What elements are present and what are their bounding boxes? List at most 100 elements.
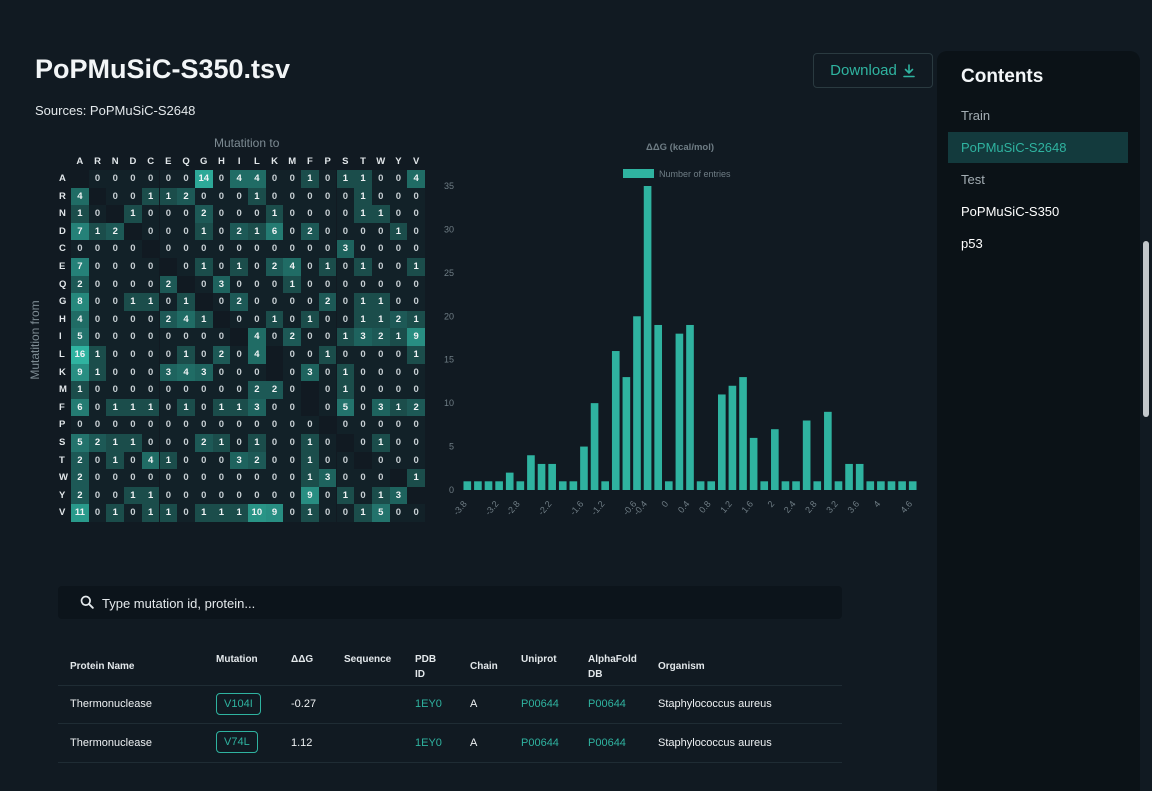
heatmap-cell: 1 — [265, 205, 284, 223]
heatmap-row-label: Q — [59, 278, 67, 290]
heatmap-cell: 0 — [159, 486, 178, 505]
heatmap-cell: 1 — [141, 504, 160, 522]
table-divider — [58, 762, 842, 763]
cell-protein: Thermonuclease — [70, 698, 152, 710]
heatmap-cell: 0 — [106, 469, 125, 487]
sidebar-item-p53[interactable]: p53 — [961, 236, 983, 251]
uniprot-link[interactable]: P00644 — [521, 698, 559, 710]
heatmap-cell: 0 — [106, 240, 125, 258]
heatmap-cell: 0 — [159, 434, 178, 452]
heatmap-cell: 0 — [194, 381, 213, 399]
col-header-uniprot[interactable]: Uniprot — [521, 654, 557, 665]
heatmap-cell: 0 — [248, 310, 266, 329]
heatmap-cell: 1 — [194, 310, 213, 329]
histogram-bar — [463, 481, 472, 490]
heatmap-cell: 1 — [141, 486, 160, 505]
y-tick-label: 0 — [449, 485, 454, 495]
heatmap-cell: 1 — [159, 504, 178, 522]
heatmap-cell: 1 — [159, 187, 178, 206]
x-tick-label: 4.6 — [899, 499, 915, 515]
heatmap-cell: 0 — [371, 346, 390, 364]
heatmap-cell: 9 — [71, 363, 89, 382]
cell-organism: Staphylococcus aureus — [658, 698, 772, 710]
histogram-bar — [866, 481, 875, 490]
heatmap-cell: 3 — [318, 469, 337, 487]
heatmap-cell: 1 — [301, 504, 319, 522]
heatmap-cell: 0 — [407, 434, 425, 452]
heatmap-row-label: I — [59, 331, 62, 343]
heatmap-cell: 0 — [265, 275, 284, 294]
heatmap-cell: 8 — [71, 293, 89, 311]
pdb-link[interactable]: 1EY0 — [415, 737, 442, 749]
col-header-pdb[interactable]: PDB ID — [415, 654, 437, 680]
heatmap-cell: 0 — [389, 451, 408, 470]
heatmap-cell: 0 — [265, 434, 284, 452]
histogram-bar — [548, 463, 556, 490]
sidebar-item-popmusic-s2648[interactable]: PoPMuSiC-S2648 — [948, 132, 1128, 163]
download-icon — [903, 63, 915, 77]
pdb-link[interactable]: 1EY0 — [415, 698, 442, 710]
col-header-alphafold[interactable]: AlphaFold DB — [588, 654, 637, 680]
heatmap-row-label: L — [59, 349, 65, 360]
heatmap-cell: 0 — [194, 451, 213, 470]
x-tick-label: 2.8 — [803, 499, 819, 515]
histogram-bar — [516, 481, 525, 490]
heatmap-cell: 1 — [371, 293, 390, 311]
heatmap-cell: 9 — [407, 328, 425, 346]
heatmap-cell: 0 — [265, 187, 284, 206]
heatmap-cell: 1 — [354, 310, 372, 329]
heatmap-cell: 0 — [283, 346, 302, 364]
col-header-protein[interactable]: Protein Name — [70, 661, 135, 672]
heatmap-cell: 2 — [159, 310, 178, 329]
heatmap-cell: 4 — [141, 451, 160, 470]
uniprot-link[interactable]: P00644 — [521, 737, 559, 749]
col-header-sequence[interactable]: Sequence — [344, 654, 392, 665]
search-bar[interactable] — [58, 586, 842, 621]
heatmap-cell: 0 — [283, 240, 302, 258]
sidebar-item-popmusic-s350[interactable]: PoPMuSiC-S350 — [961, 204, 1060, 219]
col-header-ddg[interactable]: ΔΔG — [291, 654, 314, 665]
page-title: PoPMuSiC-S350.tsv — [35, 54, 291, 84]
heatmap-cell: 0 — [212, 170, 231, 188]
heatmap-cell: 0 — [106, 187, 125, 206]
heatmap-cell: 2 — [88, 434, 107, 452]
col-header-chain[interactable]: Chain — [470, 661, 498, 672]
heatmap-col-label: D — [129, 156, 137, 167]
heatmap-cell: 0 — [124, 240, 142, 258]
heatmap-cell — [266, 364, 284, 382]
mutation-badge[interactable]: V74L — [216, 731, 258, 753]
heatmap-cell: 0 — [88, 469, 107, 487]
heatmap-cell: 0 — [88, 275, 107, 294]
heatmap-cell: 0 — [265, 469, 284, 487]
heatmap-cell: 0 — [230, 416, 248, 434]
heatmap-cell: 0 — [318, 170, 337, 188]
alphafold-link[interactable]: P00644 — [588, 698, 626, 710]
heatmap-cell: 0 — [177, 205, 195, 223]
histogram-bar — [495, 481, 503, 490]
heatmap-cell: 0 — [124, 504, 142, 522]
heatmap-cell: 0 — [301, 205, 319, 223]
heatmap-cell: 0 — [407, 205, 425, 223]
heatmap-cell: 0 — [407, 187, 425, 206]
col-header-organism[interactable]: Organism — [658, 661, 705, 672]
mutation-badge[interactable]: V104I — [216, 693, 261, 715]
histogram-bar — [908, 481, 917, 490]
heatmap-cell: 0 — [371, 469, 390, 487]
search-input[interactable] — [100, 586, 824, 621]
heatmap-cell: 0 — [336, 504, 355, 522]
heatmap-cell: 1 — [283, 275, 302, 294]
col-header-mutation[interactable]: Mutation — [216, 654, 258, 665]
heatmap-cell: 0 — [194, 328, 213, 346]
heatmap-row-label: P — [59, 419, 66, 431]
heatmap-cell: 0 — [230, 381, 248, 399]
heatmap-x-title: Mutatition to — [214, 136, 280, 150]
heatmap-col-label: N — [111, 156, 119, 167]
heatmap-cell: 0 — [389, 187, 408, 206]
download-button[interactable]: Download — [813, 53, 933, 88]
heatmap-cell: 1 — [141, 187, 160, 206]
heatmap-cell: 0 — [336, 346, 355, 364]
alphafold-link[interactable]: P00644 — [588, 737, 626, 749]
page-scrollbar[interactable] — [1143, 241, 1149, 417]
heatmap-cell: 1 — [389, 398, 408, 417]
heatmap-row-label: W — [59, 472, 68, 484]
